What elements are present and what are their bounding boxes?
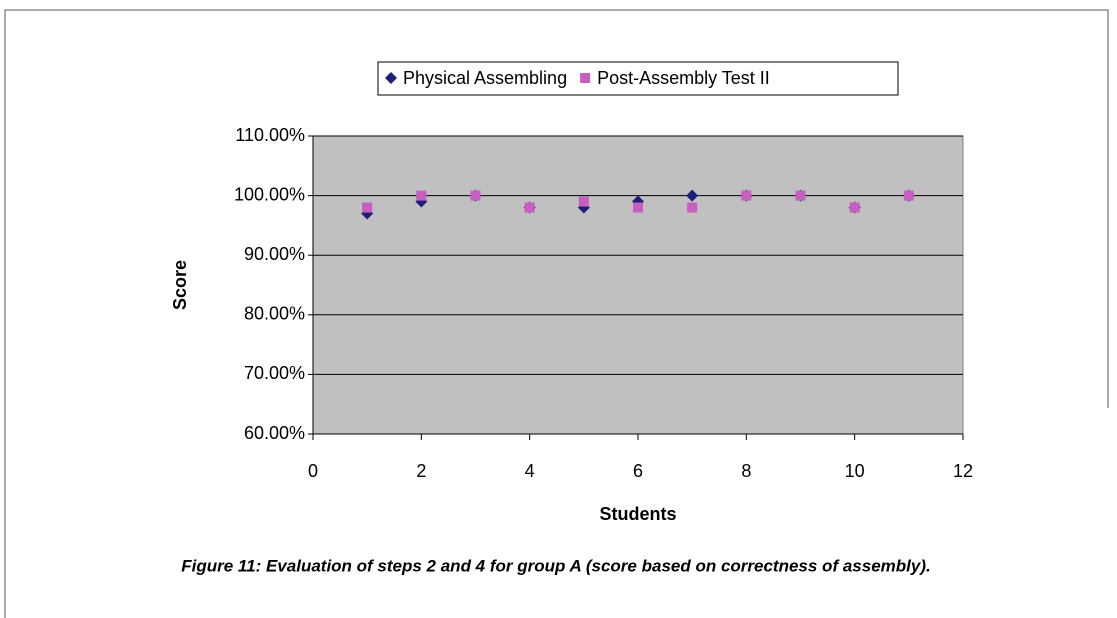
legend-label: Post-Assembly Test II xyxy=(597,68,770,88)
point xyxy=(849,202,860,213)
x-axis-label: Students xyxy=(599,504,676,524)
x-tick-label: 8 xyxy=(741,461,751,481)
point xyxy=(741,190,752,201)
legend-box xyxy=(377,61,899,96)
x-tick-label: 2 xyxy=(416,461,426,481)
frame xyxy=(4,9,1109,618)
point xyxy=(416,190,427,201)
x-tick-label: 0 xyxy=(308,461,318,481)
legend-label: Physical Assembling xyxy=(403,68,567,88)
x-tick-label: 4 xyxy=(525,461,535,481)
point xyxy=(686,189,699,202)
x-tick-label: 6 xyxy=(633,461,643,481)
caption: Figure 11: Evaluation of steps 2 and 4 f… xyxy=(181,556,930,575)
x-tick-label: 10 xyxy=(845,461,865,481)
x-tick-label: 12 xyxy=(953,461,973,481)
legend-marker xyxy=(385,72,397,84)
point xyxy=(903,190,914,201)
y-tick-label: 80.00% xyxy=(244,304,305,324)
y-tick-label: 100.00% xyxy=(234,184,305,204)
y-tick-label: 60.00% xyxy=(244,423,305,443)
point xyxy=(578,196,589,207)
point xyxy=(795,190,806,201)
point xyxy=(362,202,373,213)
y-tick-label: 70.00% xyxy=(244,363,305,383)
legend-marker xyxy=(580,73,591,83)
y-tick-label: 110.00% xyxy=(235,125,305,145)
point xyxy=(687,202,698,213)
y-axis-label: Score xyxy=(170,260,190,310)
point xyxy=(524,202,535,213)
point xyxy=(633,202,643,213)
plot-area xyxy=(312,135,964,435)
point xyxy=(470,190,481,201)
y-tick-label: 90.00% xyxy=(244,244,305,264)
